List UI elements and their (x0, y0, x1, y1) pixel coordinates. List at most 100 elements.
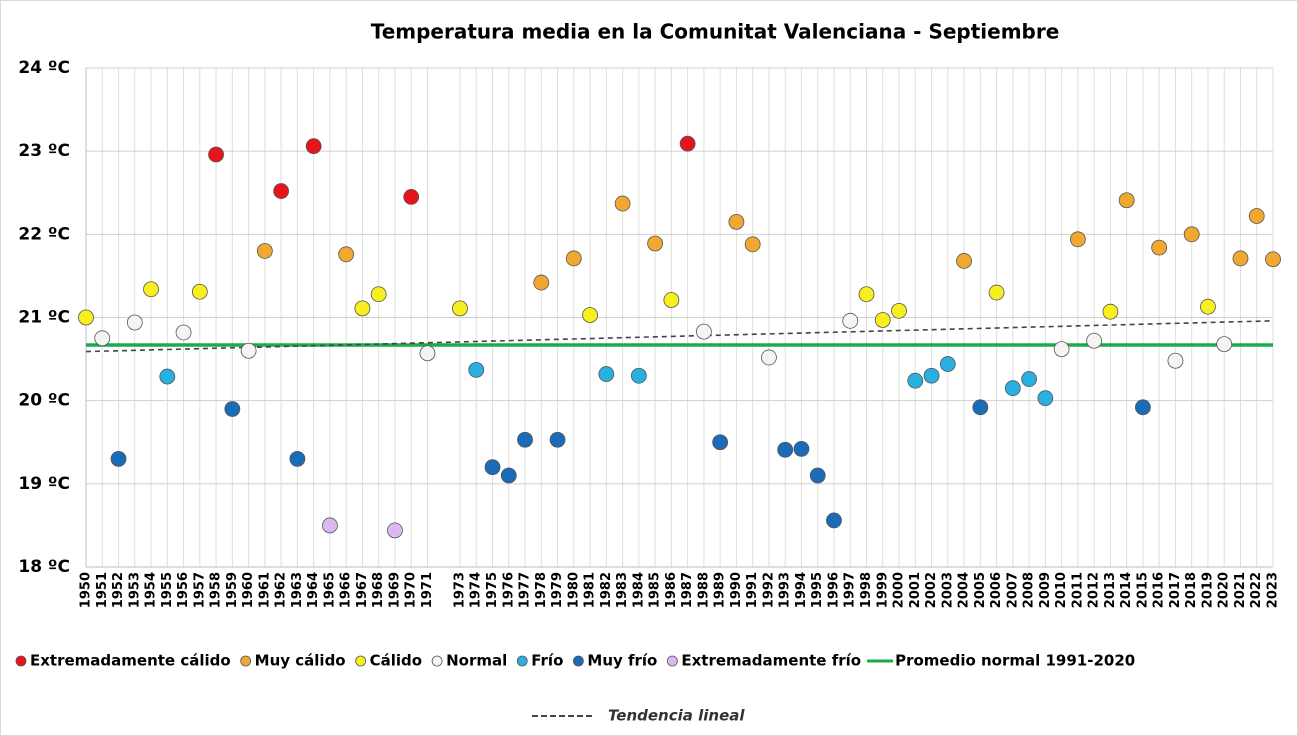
data-point (1183, 226, 1200, 243)
data-point (517, 431, 533, 448)
x-tick-label: 2003 (940, 572, 955, 608)
legend-label: Tendencia lineal (608, 707, 745, 725)
x-tick-label: 1962 (274, 572, 289, 608)
legend-marker (431, 655, 443, 667)
data-point (972, 399, 989, 416)
x-tick-label: 1999 (875, 572, 890, 608)
data-point (598, 366, 615, 382)
x-tick-label: 1996 (826, 572, 841, 608)
y-tick-label: 19 ºC (18, 474, 70, 494)
y-tick-label: 23 ºC (18, 141, 70, 161)
y-tick-label: 18 ºC (18, 557, 70, 577)
data-point (1200, 298, 1216, 315)
data-point (387, 522, 403, 539)
data-point (891, 302, 907, 319)
data-point (1069, 231, 1086, 248)
data-point (370, 286, 387, 303)
x-tick-label: 2019 (1200, 572, 1215, 608)
x-tick-label: 1987 (680, 572, 695, 608)
x-tick-label: 1991 (745, 572, 760, 608)
x-tick-label: 1951 (95, 572, 110, 608)
data-point (793, 441, 810, 457)
x-tick-label: 2009 (1038, 572, 1053, 608)
legend-marker (516, 655, 528, 667)
x-tick-label: 2001 (908, 572, 923, 608)
data-point (452, 300, 468, 317)
x-tick-label: 2020 (1217, 572, 1232, 608)
data-point (500, 467, 517, 484)
x-tick-label: 1975 (485, 572, 500, 608)
data-point (1248, 208, 1265, 224)
x-tick-label: 1982 (599, 572, 614, 608)
x-tick-label: 1964 (306, 572, 321, 608)
x-tick-label: 1965 (322, 572, 337, 608)
data-point (338, 246, 355, 263)
data-point (1037, 390, 1054, 407)
data-point (777, 441, 794, 458)
x-tick-label: 1997 (843, 572, 858, 608)
x-tick-label: 1981 (583, 572, 598, 608)
y-tick-label: 22 ºC (18, 224, 70, 244)
y-tick-label: 24 ºC (18, 58, 70, 78)
x-tick-label: 1967 (355, 572, 370, 608)
x-tick-label: 1995 (810, 572, 825, 608)
x-tick-label: 2011 (1070, 572, 1085, 608)
x-tick-label: 1973 (452, 572, 467, 608)
data-point (468, 361, 485, 378)
legend-marker (355, 655, 367, 667)
x-tick-label: 2014 (1119, 572, 1134, 608)
x-tick-label: 2021 (1233, 572, 1248, 608)
data-point (858, 286, 875, 303)
x-tick-label: 1992 (761, 572, 776, 608)
data-point (744, 236, 761, 253)
data-point (712, 434, 729, 451)
x-tick-label: 1983 (615, 572, 630, 608)
data-point (842, 312, 859, 329)
data-point (663, 292, 680, 308)
data-point (1102, 303, 1119, 320)
x-tick-label: 1955 (160, 572, 175, 608)
x-tick-label: 1976 (501, 572, 516, 608)
data-point (403, 189, 420, 205)
x-tick-label: 2022 (1249, 572, 1264, 608)
data-point (322, 517, 338, 534)
data-point (809, 467, 826, 484)
data-point (484, 459, 501, 476)
legend-label: Muy cálido (255, 652, 346, 670)
x-tick-label: 2000 (892, 572, 907, 608)
x-tick-label: 2013 (1103, 572, 1118, 608)
data-point (94, 330, 111, 347)
y-tick-label: 21 ºC (18, 308, 70, 328)
x-tick-label: 1989 (713, 572, 728, 608)
data-point (565, 250, 582, 267)
legend-marker (240, 655, 252, 667)
x-tick-label: 2007 (1005, 572, 1020, 608)
x-tick-label: 1968 (371, 572, 386, 608)
data-point (224, 401, 241, 417)
x-tick-label: 1957 (192, 572, 207, 608)
data-point (695, 323, 712, 340)
data-point (1232, 250, 1249, 267)
data-point (289, 450, 306, 467)
data-point (110, 450, 127, 467)
data-point (1135, 399, 1151, 416)
x-tick-label: 2008 (1022, 572, 1037, 608)
data-point (1021, 371, 1037, 387)
x-tick-label: 1958 (209, 572, 224, 608)
data-point (175, 324, 192, 341)
x-tick-label: 2017 (1168, 572, 1183, 608)
x-tick-label: 1959 (225, 572, 240, 608)
data-point (956, 253, 972, 269)
x-tick-label: 1993 (778, 572, 793, 608)
legend-marker (666, 655, 678, 667)
data-point (533, 274, 550, 291)
data-point (1151, 239, 1168, 256)
legend-label: Normal (446, 652, 507, 670)
x-tick-label: 1969 (387, 572, 402, 608)
data-point (191, 283, 208, 300)
data-point (874, 312, 891, 328)
data-point (305, 138, 322, 155)
data-point (549, 431, 566, 448)
y-tick-label: 20 ºC (18, 391, 70, 411)
